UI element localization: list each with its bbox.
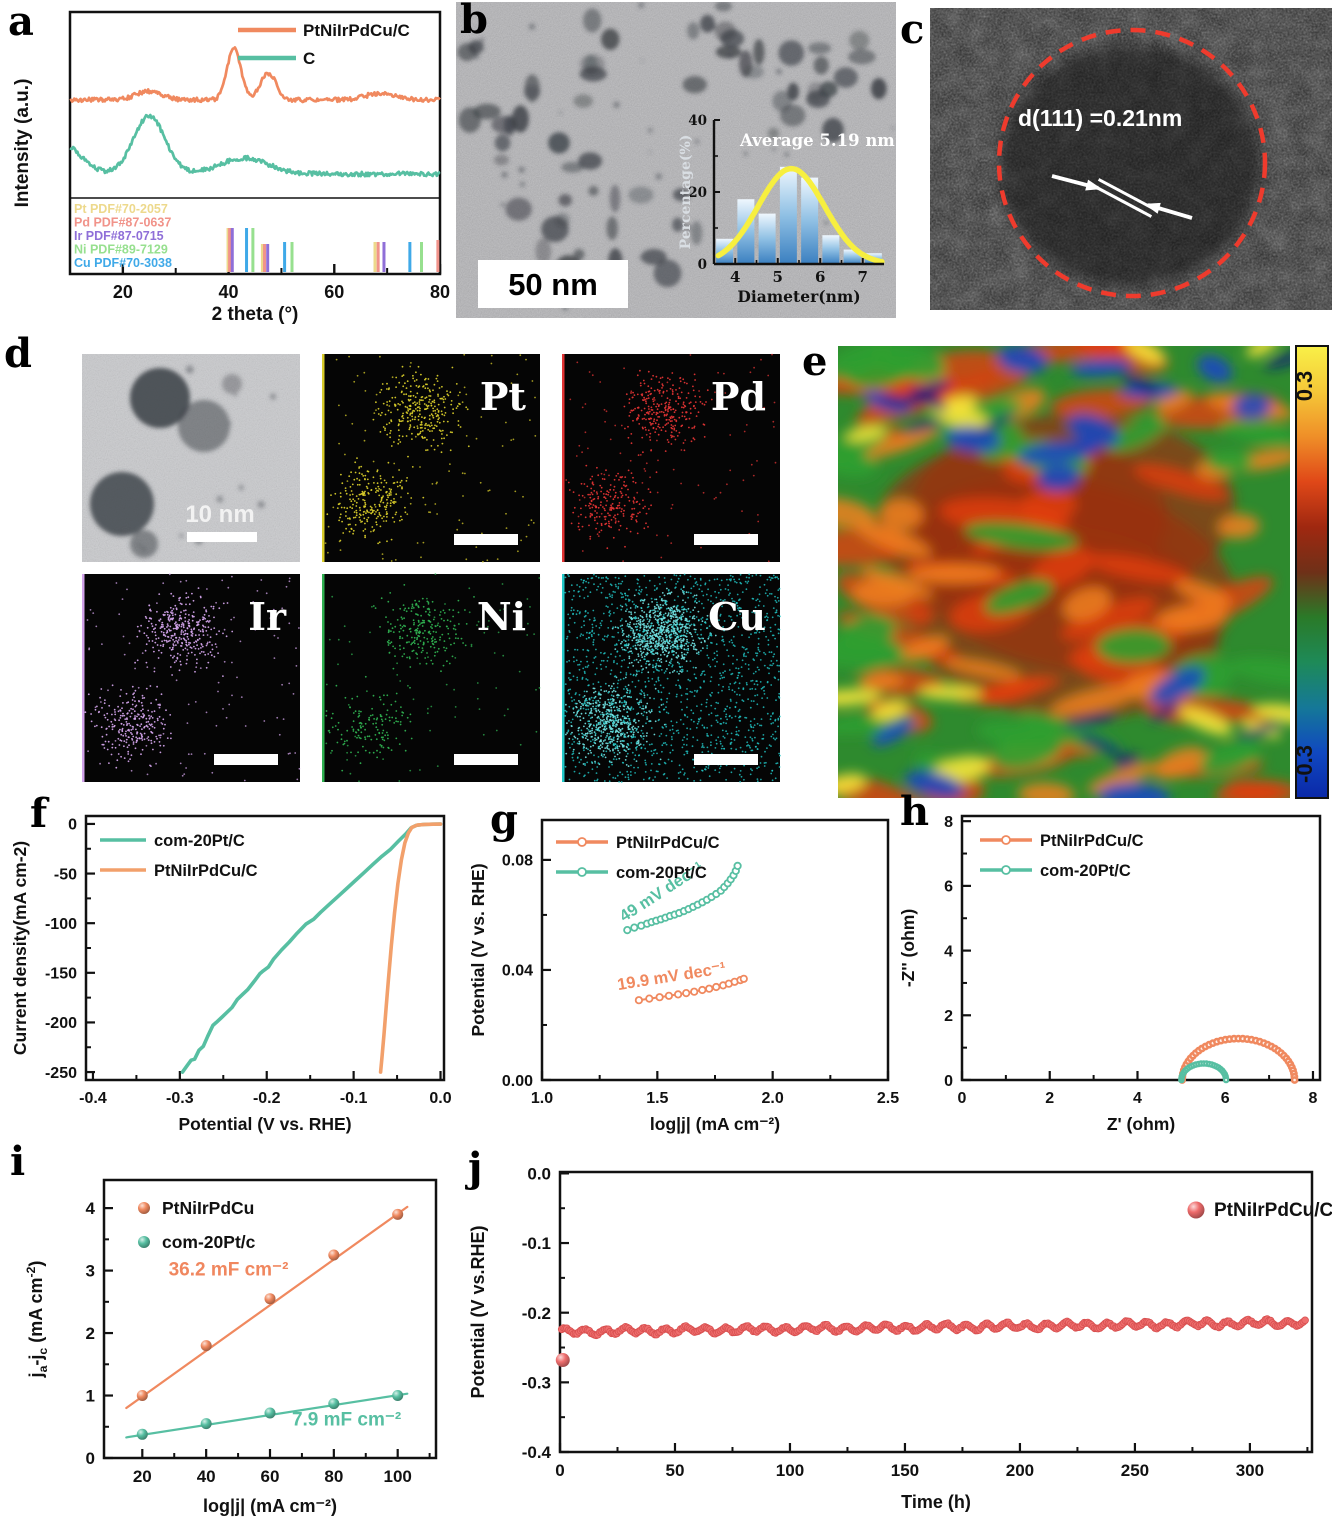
svg-text:Average 5.19 nm: Average 5.19 nm bbox=[739, 131, 895, 150]
panel-letter-d: d bbox=[4, 330, 32, 377]
svg-text:Pd PDF#87-0637: Pd PDF#87-0637 bbox=[74, 216, 171, 230]
svg-text:PtNiIrPdCu/C: PtNiIrPdCu/C bbox=[303, 21, 410, 40]
panel-letter-h: h bbox=[900, 788, 930, 835]
panel-letter-i: i bbox=[10, 1138, 26, 1185]
svg-text:7: 7 bbox=[858, 268, 868, 286]
panel-e-strain-map: 0.3-0.3 bbox=[838, 345, 1329, 799]
svg-text:40: 40 bbox=[219, 282, 239, 302]
svg-text:Ni: Ni bbox=[477, 594, 526, 639]
svg-text:Pt: Pt bbox=[480, 374, 527, 419]
panel-f-lsv-chart: -0.4 -0.3 -0.2 -0.1 0.00-50-100-150-200-250C… bbox=[10, 814, 452, 1134]
svg-text:60: 60 bbox=[324, 282, 344, 302]
svg-text:Intensity (a.u.): Intensity (a.u.) bbox=[12, 79, 33, 208]
svg-text:5: 5 bbox=[773, 268, 783, 286]
panel-letter-j: j bbox=[468, 1144, 483, 1191]
panel-b-tem-image: 50 nm 0 20 40 4 5 6 7 Average 5.19 nm Percentage(… bbox=[456, 2, 896, 318]
svg-text:Diameter(nm): Diameter(nm) bbox=[737, 287, 860, 306]
panel-j-stability-chart: 0 50 100 150 200 250 3000.0-0.1-0.2-0.3-0.4Pot… bbox=[468, 1165, 1332, 1512]
svg-text:4: 4 bbox=[730, 268, 740, 286]
panel-letter-a: a bbox=[8, 0, 34, 45]
panel-letter-b: b bbox=[460, 0, 488, 43]
panel-letter-g: g bbox=[490, 796, 518, 843]
svg-text:80: 80 bbox=[430, 282, 450, 302]
svg-text:20: 20 bbox=[113, 282, 133, 302]
svg-text:2 theta (°): 2 theta (°) bbox=[212, 304, 299, 325]
panel-letter-f: f bbox=[30, 790, 48, 837]
panel-letter-e: e bbox=[802, 338, 828, 385]
svg-text:Ir: Ir bbox=[248, 594, 287, 639]
svg-text:0: 0 bbox=[698, 257, 707, 273]
svg-text:d(111) =0.21nm: d(111) =0.21nm bbox=[1018, 105, 1182, 131]
svg-text:Ir PDF#87-0715: Ir PDF#87-0715 bbox=[74, 229, 164, 243]
svg-text:Cu PDF#70-3038: Cu PDF#70-3038 bbox=[74, 256, 172, 270]
panel-a-xrd-chart: 20 40 60 80 2 theta (°) Intensity (a.u.) PtNiI… bbox=[12, 10, 450, 325]
svg-text:C: C bbox=[303, 49, 315, 68]
svg-text:Pd: Pd bbox=[711, 374, 766, 419]
svg-text:40: 40 bbox=[688, 113, 707, 129]
svg-text:20: 20 bbox=[688, 185, 707, 201]
svg-text:Pt PDF#70-2057: Pt PDF#70-2057 bbox=[74, 202, 168, 216]
svg-text:50 nm: 50 nm bbox=[508, 267, 598, 302]
svg-text:10 nm: 10 nm bbox=[185, 501, 254, 528]
svg-text:Ni PDF#89-7129: Ni PDF#89-7129 bbox=[74, 243, 168, 257]
svg-text:6: 6 bbox=[815, 268, 825, 286]
svg-text:Percentage(%): Percentage(%) bbox=[678, 135, 694, 250]
panel-c-hrtem-image: d(111) =0.21nm bbox=[930, 8, 1332, 310]
panel-letter-c: c bbox=[900, 6, 925, 53]
